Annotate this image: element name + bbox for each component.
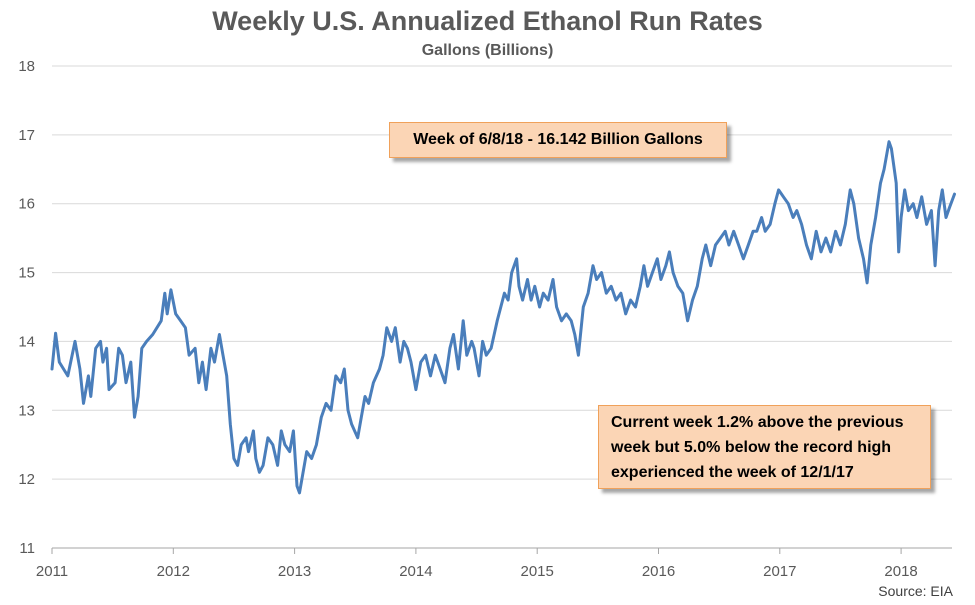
y-tick-label: 17 bbox=[18, 127, 35, 144]
x-tick-label: 2013 bbox=[278, 563, 311, 580]
x-tick-label: 2016 bbox=[642, 563, 675, 580]
x-tick-label: 2015 bbox=[521, 563, 554, 580]
x-tick-label: 2017 bbox=[763, 563, 796, 580]
y-tick-label: 18 bbox=[18, 58, 35, 75]
comparison-callout: Current week 1.2% above the previous wee… bbox=[598, 405, 931, 489]
chart-title: Weekly U.S. Annualized Ethanol Run Rates bbox=[212, 6, 763, 36]
x-tick-label: 2011 bbox=[36, 563, 68, 580]
source-note: Source: EIA bbox=[878, 583, 953, 599]
y-tick-label: 14 bbox=[18, 333, 35, 350]
y-tick-label: 11 bbox=[19, 540, 35, 557]
y-tick-label: 12 bbox=[18, 471, 35, 488]
y-tick-label: 16 bbox=[18, 196, 35, 213]
latest-week-callout: Week of 6/8/18 - 16.142 Billion Gallons bbox=[389, 122, 727, 158]
chart-subtitle: Gallons (Billions) bbox=[421, 42, 554, 59]
x-tick-label: 2018 bbox=[884, 563, 917, 580]
x-tick-label: 2012 bbox=[157, 563, 190, 580]
y-tick-label: 13 bbox=[18, 402, 35, 419]
series-line-run-rate bbox=[50, 140, 956, 495]
y-tick-label: 15 bbox=[18, 265, 35, 282]
x-tick-label: 2014 bbox=[399, 563, 432, 580]
